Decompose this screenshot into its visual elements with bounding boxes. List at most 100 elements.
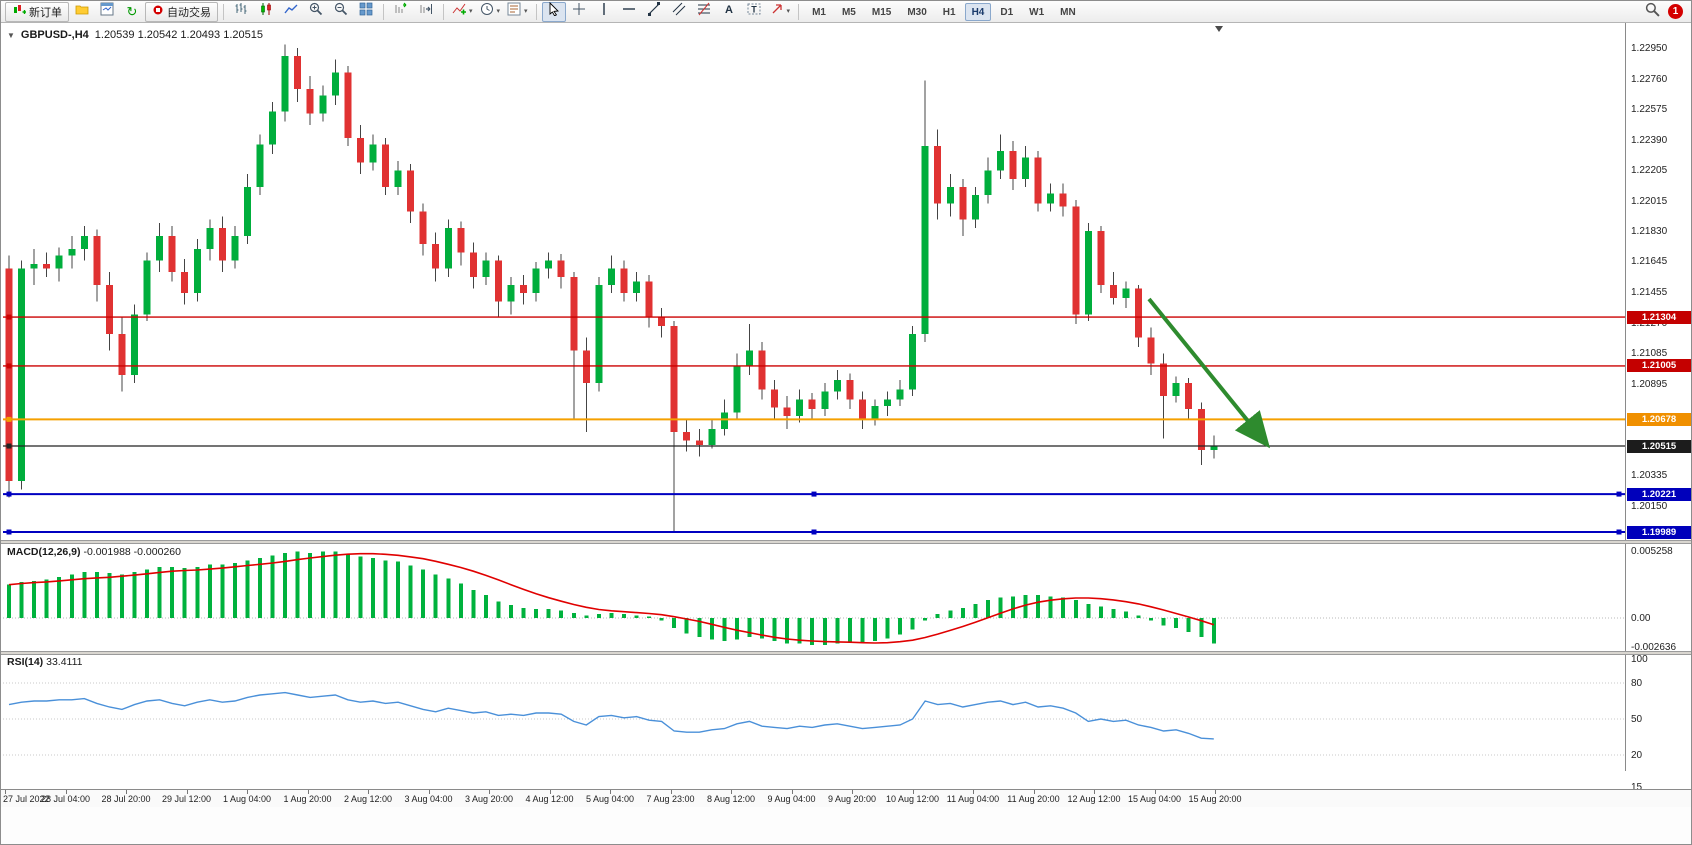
line-chart-mode-button[interactable]: [279, 2, 303, 22]
auto-scroll-button[interactable]: [389, 2, 413, 22]
time-axis-tick: [1033, 790, 1035, 794]
timeframe-button-m1[interactable]: M1: [805, 3, 833, 21]
rsi-line: [8, 691, 1214, 740]
time-axis-label: 4 Aug 12:00: [525, 794, 574, 804]
window-bottom-strip: [1, 807, 1691, 844]
vertical-line-icon: [597, 2, 611, 21]
time-axis-tick: [1154, 790, 1156, 794]
time-axis-label: 28 Jul 20:00: [101, 794, 151, 804]
new-order-icon: [12, 2, 27, 21]
price-axis-label: 1.22390: [1631, 134, 1668, 146]
time-axis-tick: [126, 790, 127, 794]
templates-dropdown-icon: ▾: [524, 8, 528, 15]
time-axis-label: 3 Aug 04:00: [404, 794, 453, 804]
price-axis-label: 1.21455: [1631, 287, 1668, 299]
time-axis-tick: [65, 790, 67, 794]
trendline-tool-button[interactable]: [642, 2, 666, 22]
channel-tool-button[interactable]: [667, 2, 691, 22]
autotrading-button[interactable]: 自动交易: [145, 1, 218, 22]
macd-axis-label: 0.00: [1631, 613, 1651, 624]
trendline-icon: [647, 2, 661, 21]
search-icon[interactable]: [1645, 2, 1660, 22]
time-axis-label: 8 Aug 12:00: [706, 794, 756, 804]
time-axis-tick: [1215, 790, 1216, 794]
candlestick-mode-button[interactable]: [254, 2, 278, 22]
timeframe-button-h4[interactable]: H4: [964, 3, 992, 22]
line-chart-icon: [284, 2, 298, 21]
bar-chart-mode-button[interactable]: [229, 2, 253, 22]
time-axis-label: 9 Aug 04:00: [767, 794, 816, 804]
price-badge: 1.20678: [1627, 412, 1691, 426]
chart-canvas[interactable]: [1, 23, 1692, 789]
time-axis-tick: [973, 790, 974, 794]
svg-text:T: T: [751, 5, 757, 15]
price-axis-label: 1.22575: [1631, 104, 1668, 116]
rsi-panel-splitter[interactable]: [1, 651, 1691, 655]
price-badge: 1.21304: [1627, 310, 1691, 324]
time-axis-label: 9 Aug 20:00: [827, 794, 877, 804]
arrows-tool-button[interactable]: ▾: [767, 2, 794, 22]
zoom-out-button[interactable]: [329, 2, 353, 22]
market-watch-icon: [100, 2, 114, 21]
templates-button[interactable]: ▾: [504, 2, 531, 22]
chart-shift-marker: [1215, 26, 1223, 32]
refresh-button[interactable]: ↻: [120, 2, 144, 22]
time-axis-tick: [1094, 790, 1095, 794]
hlines-layer[interactable]: [3, 314, 1625, 535]
horizontal-line-tool-button[interactable]: [617, 2, 641, 22]
time-axis[interactable]: 27 Jul 2022 28 Jul 04:00 28 Jul 20:00 29 Ju…: [1, 789, 1691, 807]
cursor-tool-button[interactable]: [541, 1, 566, 22]
time-axis-label: 10 Aug 12:00: [885, 794, 940, 804]
market-watch-button[interactable]: [95, 2, 119, 22]
refresh-icon: ↻: [126, 4, 138, 19]
one-click-trading-toggle[interactable]: ▼: [7, 30, 15, 40]
trend-arrow[interactable]: [1147, 297, 1271, 449]
periods-dropdown-icon: ▾: [496, 8, 501, 15]
time-axis-label: 1 Aug 20:00: [283, 794, 332, 804]
timeframe-button-m15[interactable]: M15: [865, 3, 898, 21]
time-axis-tick: [731, 790, 732, 794]
toolbar-separator: [223, 3, 224, 20]
text-label-tool-button[interactable]: T: [742, 2, 766, 22]
zoom-in-button[interactable]: [304, 2, 328, 22]
autotrading-status-icon: [152, 3, 164, 21]
time-axis-tick: [791, 790, 793, 794]
timeframe-button-m30[interactable]: M30: [900, 3, 933, 21]
text-label-icon: T: [747, 2, 761, 21]
time-axis-label: 12 Aug 12:00: [1067, 794, 1121, 804]
time-axis-tick: [610, 790, 611, 794]
indicators-button[interactable]: ▾: [449, 2, 476, 22]
price-axis-label: 1.20150: [1631, 500, 1668, 512]
time-axis-tick: [549, 790, 551, 794]
profiles-button[interactable]: [70, 2, 94, 22]
time-axis-label: 15 Aug 04:00: [1127, 794, 1182, 804]
timeframe-button-h1[interactable]: H1: [936, 3, 963, 21]
macd-panel-splitter[interactable]: [1, 540, 1691, 544]
price-axis-label: 1.20895: [1631, 378, 1668, 390]
time-axis-tick: [670, 790, 672, 794]
time-axis-tick: [247, 790, 248, 794]
time-axis-label: 29 Jul 12:00: [161, 794, 212, 804]
periods-button[interactable]: ▾: [477, 2, 504, 22]
timeframe-button-w1[interactable]: W1: [1022, 3, 1051, 21]
zoom-out-icon: [334, 2, 348, 21]
timeframe-button-m5[interactable]: M5: [835, 3, 863, 21]
tile-windows-button[interactable]: [354, 2, 378, 22]
new-order-button[interactable]: 新订单: [5, 1, 69, 22]
fibonacci-tool-button[interactable]: [692, 2, 716, 22]
timeframe-button-mn[interactable]: MN: [1053, 3, 1083, 21]
candles-layer: [5, 44, 1218, 532]
price-axis-label: 1.21830: [1631, 226, 1668, 238]
arrows-dropdown-icon: ▾: [786, 8, 791, 15]
vertical-line-tool-button[interactable]: [592, 2, 616, 22]
crosshair-tool-button[interactable]: [567, 2, 591, 22]
notification-badge[interactable]: 1: [1668, 4, 1683, 19]
timeframe-button-d1[interactable]: D1: [993, 3, 1020, 21]
toolbar-separator: [535, 3, 537, 20]
price-axis-border: [1625, 23, 1626, 771]
candlestick-icon: [259, 2, 273, 21]
chart-shift-button[interactable]: [414, 2, 438, 22]
text-tool-button[interactable]: A: [717, 2, 741, 22]
chart-window[interactable]: ▼ GBPUSD-,H4 1.20539 1.20542 1.20493 1.2…: [1, 23, 1692, 793]
